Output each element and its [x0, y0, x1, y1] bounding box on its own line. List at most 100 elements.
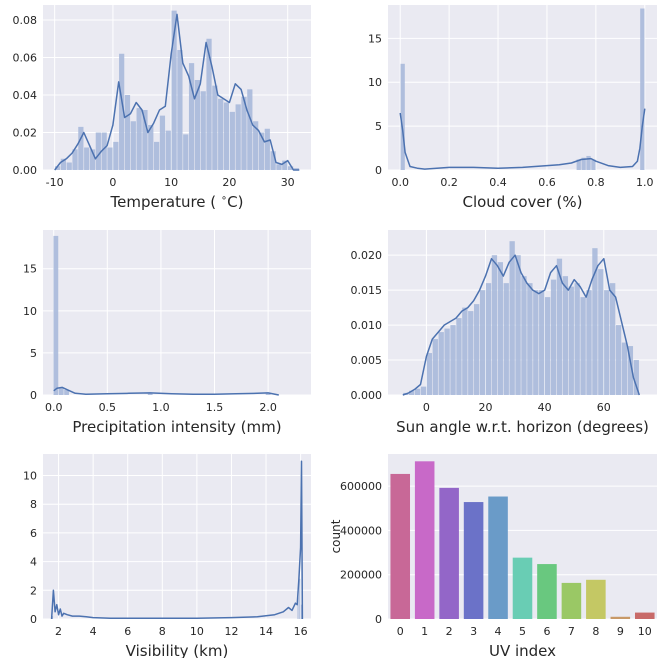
x-tick-label: 20	[222, 176, 236, 189]
y-tick-label: 0.08	[13, 14, 38, 27]
hist-bar	[420, 386, 427, 395]
hist-bar	[54, 166, 61, 170]
hist-bar	[119, 53, 125, 170]
hist-bar	[300, 604, 303, 619]
hist-bar	[598, 269, 604, 395]
kde-line	[54, 13, 300, 171]
y-tick-label: 5	[375, 120, 382, 133]
x-tick-label: 7	[568, 625, 575, 638]
x-tick-label: 6	[543, 625, 550, 638]
hist-bar	[633, 360, 639, 395]
hist-bar	[621, 342, 628, 395]
hist-bar	[200, 91, 206, 170]
y-tick-label: 8	[30, 498, 37, 511]
hist-bar	[444, 328, 450, 395]
x-tick-label: 10	[190, 625, 204, 638]
hist-bar	[282, 160, 288, 170]
x-tick-label: 0.0	[391, 176, 409, 189]
y-tick-label: 6	[30, 527, 37, 540]
x-tick-label: 0	[109, 176, 116, 189]
panel-uv_index: 0 200000 400000 600000 0 1 2 3 4 5 6 7 8 9 10 UV index c…	[329, 454, 657, 658]
y-tick-label: 0.06	[13, 52, 38, 65]
hist-bar	[562, 276, 569, 395]
hist-bar	[253, 121, 259, 170]
y-tick-label: 0	[375, 164, 382, 177]
x-tick-label: 16	[294, 625, 308, 638]
x-tick-labels: 0 1 2 3 4 5 6 7 8 9 10	[397, 625, 652, 638]
hist-bar	[78, 126, 84, 170]
bars	[390, 461, 655, 619]
x-tick-label: 8	[159, 625, 166, 638]
x-tick-label: 6	[124, 625, 131, 638]
hist-bar	[414, 388, 421, 395]
hist-bar	[183, 134, 189, 170]
hist-bar	[136, 108, 142, 170]
y-tick-labels: 0.000 0.005 0.010 0.015 0.020	[351, 249, 383, 402]
bar-uv-8	[586, 579, 606, 619]
x-tick-label: 1.0	[152, 401, 170, 414]
x-tick-labels: 0 20 40 60	[423, 401, 611, 414]
hist-bar	[287, 166, 294, 170]
hist-bar	[462, 307, 468, 395]
hist-bar	[450, 325, 456, 395]
hist-bar	[299, 578, 301, 619]
y-tick-label: 2	[30, 584, 37, 597]
hist-bar	[592, 248, 598, 395]
kde-line	[399, 108, 646, 170]
x-tick-label: 0.6	[538, 176, 556, 189]
hist-bar	[568, 286, 574, 395]
hist-bar	[177, 50, 183, 170]
hist-bar	[515, 255, 521, 395]
bar-uv-4	[488, 496, 508, 619]
y-tick-label: 0.04	[13, 89, 38, 102]
x-tick-label: 8	[592, 625, 599, 638]
x-tick-label: 1	[421, 625, 428, 638]
hist-bar	[130, 121, 136, 170]
x-axis-label: Temperature ( ∘C)	[110, 193, 244, 211]
y-tick-label: 0	[30, 389, 37, 402]
gridlines	[388, 5, 657, 171]
plot-area	[388, 5, 657, 170]
plot-area	[43, 230, 311, 395]
x-tick-label: 4	[90, 625, 97, 638]
hist-bar	[212, 85, 218, 170]
hist-bar	[147, 393, 153, 395]
x-tick-label: 0	[423, 401, 430, 414]
x-tick-label: 5	[519, 625, 526, 638]
y-tick-label: 0.02	[13, 127, 38, 140]
hist-bar	[576, 159, 581, 170]
x-tick-label: 1.5	[206, 401, 224, 414]
hist-bar	[580, 297, 586, 395]
bar-uv-2	[439, 487, 459, 619]
y-tick-label: 0	[30, 613, 37, 626]
hist-bar	[408, 390, 415, 395]
hist-bar	[159, 115, 166, 170]
y-tick-label: 10	[368, 76, 382, 89]
x-axis-label: Sun angle w.r.t. horizon (degrees)	[396, 418, 649, 436]
x-tick-label: 2	[55, 625, 62, 638]
x-tick-label: 0.0	[45, 401, 63, 414]
hist-bar	[148, 125, 154, 170]
hist-bar	[497, 262, 503, 395]
hist-bar	[556, 258, 563, 395]
kde-line	[50, 460, 304, 620]
hist-bar	[60, 158, 67, 170]
hist-bar	[615, 325, 622, 395]
y-tick-label: 0.00	[13, 164, 38, 177]
hist-bar	[527, 283, 533, 395]
y-tick-label: 5	[30, 347, 37, 360]
hist-bar	[247, 89, 253, 170]
histogram	[400, 8, 645, 171]
panel-visibility: 0 2 4 6 8 10 2 4 6 8 10 12 14 16 Visibility (km)	[23, 454, 311, 658]
bar-uv-7	[561, 582, 582, 619]
hist-bar	[95, 132, 101, 170]
hist-bar	[72, 149, 78, 170]
panel-sun_angle: 0.000 0.005 0.010 0.015 0.020 0 20 40 60 Sun angl…	[351, 230, 657, 436]
y-tick-label: 10	[23, 470, 37, 483]
y-tick-label: 10	[23, 305, 37, 318]
panel-temperature: 0.00 0.02 0.04 0.06 0.08 -10 0 10 20 30 Temperatur…	[13, 5, 311, 211]
x-axis-label: UV index	[489, 642, 556, 658]
x-tick-label: 20	[479, 401, 493, 414]
bar-uv-6	[537, 564, 557, 619]
